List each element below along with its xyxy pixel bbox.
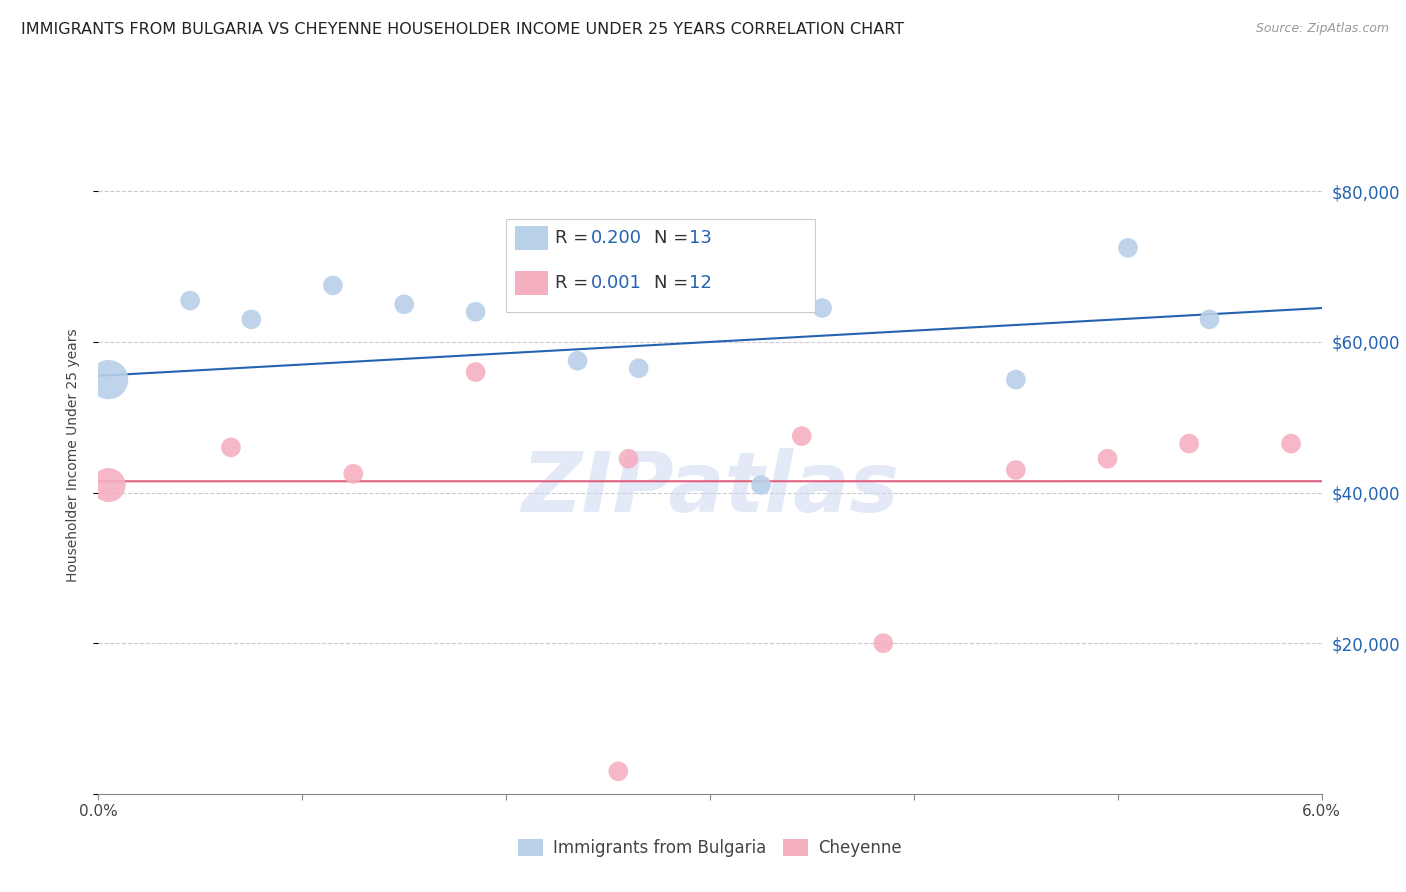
Point: [97, 478, 120, 492]
Text: 12: 12: [689, 274, 711, 292]
Text: Source: ZipAtlas.com: Source: ZipAtlas.com: [1256, 22, 1389, 36]
Text: 13: 13: [689, 229, 711, 247]
Y-axis label: Householder Income Under 25 years: Householder Income Under 25 years: [66, 328, 80, 582]
Text: ZIPatlas: ZIPatlas: [522, 449, 898, 529]
Text: N =: N =: [654, 274, 693, 292]
Point: [811, 301, 834, 315]
Point: [342, 467, 364, 481]
Point: [1116, 241, 1139, 255]
Text: 0.200: 0.200: [591, 229, 641, 247]
Point: [240, 312, 263, 326]
Point: [322, 278, 344, 293]
Point: [617, 451, 640, 466]
Point: [392, 297, 416, 311]
Point: [1178, 436, 1201, 450]
Text: R =: R =: [555, 229, 595, 247]
Point: [1004, 463, 1026, 477]
Point: [1198, 312, 1220, 326]
Point: [1097, 451, 1119, 466]
Text: IMMIGRANTS FROM BULGARIA VS CHEYENNE HOUSEHOLDER INCOME UNDER 25 YEARS CORRELATI: IMMIGRANTS FROM BULGARIA VS CHEYENNE HOU…: [21, 22, 904, 37]
Point: [749, 478, 772, 492]
Point: [97, 373, 120, 387]
Point: [219, 441, 242, 455]
Point: [567, 353, 589, 368]
Point: [607, 764, 630, 779]
Point: [1279, 436, 1302, 450]
Point: [790, 429, 813, 443]
Text: N =: N =: [654, 229, 693, 247]
Legend: Immigrants from Bulgaria, Cheyenne: Immigrants from Bulgaria, Cheyenne: [512, 832, 908, 863]
Text: 0.001: 0.001: [591, 274, 641, 292]
Point: [464, 305, 486, 319]
Point: [872, 636, 894, 650]
Point: [1004, 373, 1026, 387]
Text: R =: R =: [555, 274, 595, 292]
Point: [464, 365, 486, 379]
Point: [627, 361, 650, 376]
Point: [179, 293, 201, 308]
